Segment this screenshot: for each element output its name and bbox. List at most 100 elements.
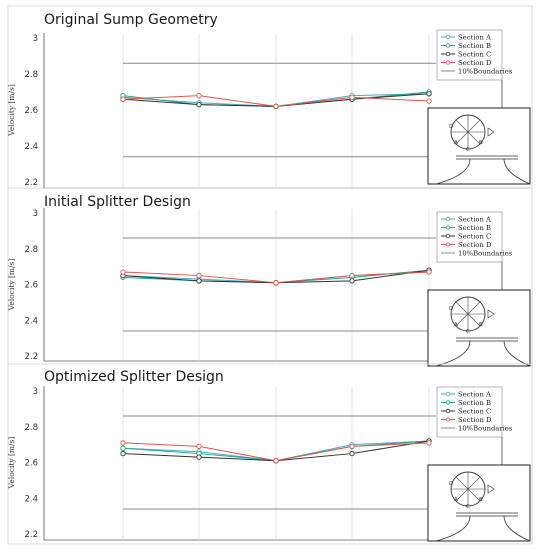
legend-entry: Section C [458,50,491,58]
y-tick-label: 3 [33,209,38,219]
inset-bell-left [435,340,471,367]
legend-entry: Section C [458,407,491,415]
y-axis-label: Velocity [m/s] [7,437,16,490]
legend-entry: Section D [458,241,492,249]
data-point [426,91,432,97]
inset-label: C [466,504,470,510]
chart-panel: Original Sump Geometry 3 2.8 2.6 2.4 2.2 Veloc… [7,12,531,189]
data-point [196,278,202,284]
data-point [196,92,202,99]
data-point [120,450,126,457]
y-axis-label: Velocity [m/s] [7,84,16,137]
inset-label: B [479,497,483,503]
legend-marker [445,34,451,40]
flow-arrow-icon [487,309,495,319]
legend-marker [445,51,451,57]
legend-entry: Section A [458,33,491,41]
inset-label: B [479,140,483,146]
inset-spoke [455,301,481,327]
chart-title: Initial Splitter Design [44,194,191,210]
inset-bell-right [503,515,531,542]
data-point [120,440,126,446]
data-point [120,445,126,451]
y-tick-label: 2.6 [24,106,38,116]
data-point [426,269,432,275]
chart-panel: Initial Splitter Design 3 2.8 2.6 2.4 2.2 Velo… [7,194,531,367]
inset-spoke [455,476,481,502]
flow-arrow-icon [487,484,495,494]
figure-border [7,5,533,545]
y-tick-label: 2.4 [24,142,38,152]
data-point [349,278,355,284]
legend-entry: Section C [458,232,491,240]
legend-entry: 10%Boundaries [458,424,513,432]
data-point [196,454,202,460]
legend-marker [445,391,451,397]
inset-label: C [466,329,470,335]
legend-entry: Section A [458,390,491,398]
data-point [426,98,432,104]
data-point [273,103,279,110]
data-point [120,96,126,102]
chart-panel: Optimized Splitter Design 3 2.8 2.6 2.4 2.2 Ve… [7,369,531,542]
inset-bell-right [503,340,531,367]
data-point [273,458,279,464]
y-tick-label: 2.2 [24,530,38,540]
data-point [426,440,432,446]
chart-title: Original Sump Geometry [44,12,218,28]
data-point [120,269,126,275]
inset-label: D [449,481,453,487]
legend-marker [445,408,451,414]
inset-label: A [454,322,458,328]
y-tick-label: 2.8 [24,245,38,255]
y-axis-label: Velocity [m/s] [7,259,16,312]
legend-marker [445,242,451,247]
data-point [196,101,202,108]
y-tick-label: 2.2 [24,178,38,188]
inset-label: B [479,322,483,328]
legend-marker [445,43,451,48]
inset-bell-right [503,158,531,185]
legend-entry: 10%Boundaries [458,67,513,75]
data-point [349,272,355,279]
legend-entry: Section B [458,399,491,407]
y-tick-label: 2.6 [24,459,38,469]
legend-marker [445,400,451,405]
y-tick-label: 2.8 [24,70,38,80]
y-tick-label: 2.2 [24,352,38,362]
legend-entry: Section D [458,416,492,424]
flow-arrow-icon [487,127,495,137]
inset-spoke [455,119,481,145]
data-point [349,94,355,101]
y-tick-label: 2.4 [24,494,38,504]
y-tick-label: 3 [33,387,38,397]
legend-entry: Section B [458,224,491,232]
inset-label: A [454,140,458,146]
inset-bell-left [435,158,471,185]
inset-label: D [449,306,453,312]
legend-entry: 10%Boundaries [458,249,513,257]
legend-marker [445,417,451,422]
chart-title: Optimized Splitter Design [44,369,224,385]
data-point [196,443,202,450]
legend-marker [445,225,451,230]
legend-entry: Section D [458,59,492,67]
data-point [273,280,279,286]
data-point [349,450,355,457]
y-tick-label: 2.6 [24,281,38,291]
legend-entry: Section B [458,42,491,50]
inset-label: D [449,124,453,130]
data-point [196,272,202,279]
inset-bell-left [435,515,471,542]
legend-marker [445,60,451,65]
inset-label: C [466,147,470,153]
y-tick-label: 2.8 [24,423,38,433]
y-tick-label: 2.4 [24,316,38,326]
data-point [349,443,355,450]
legend-marker [445,216,451,222]
legend-marker [445,233,451,239]
y-tick-label: 3 [33,34,38,44]
inset-label: A [454,497,458,503]
